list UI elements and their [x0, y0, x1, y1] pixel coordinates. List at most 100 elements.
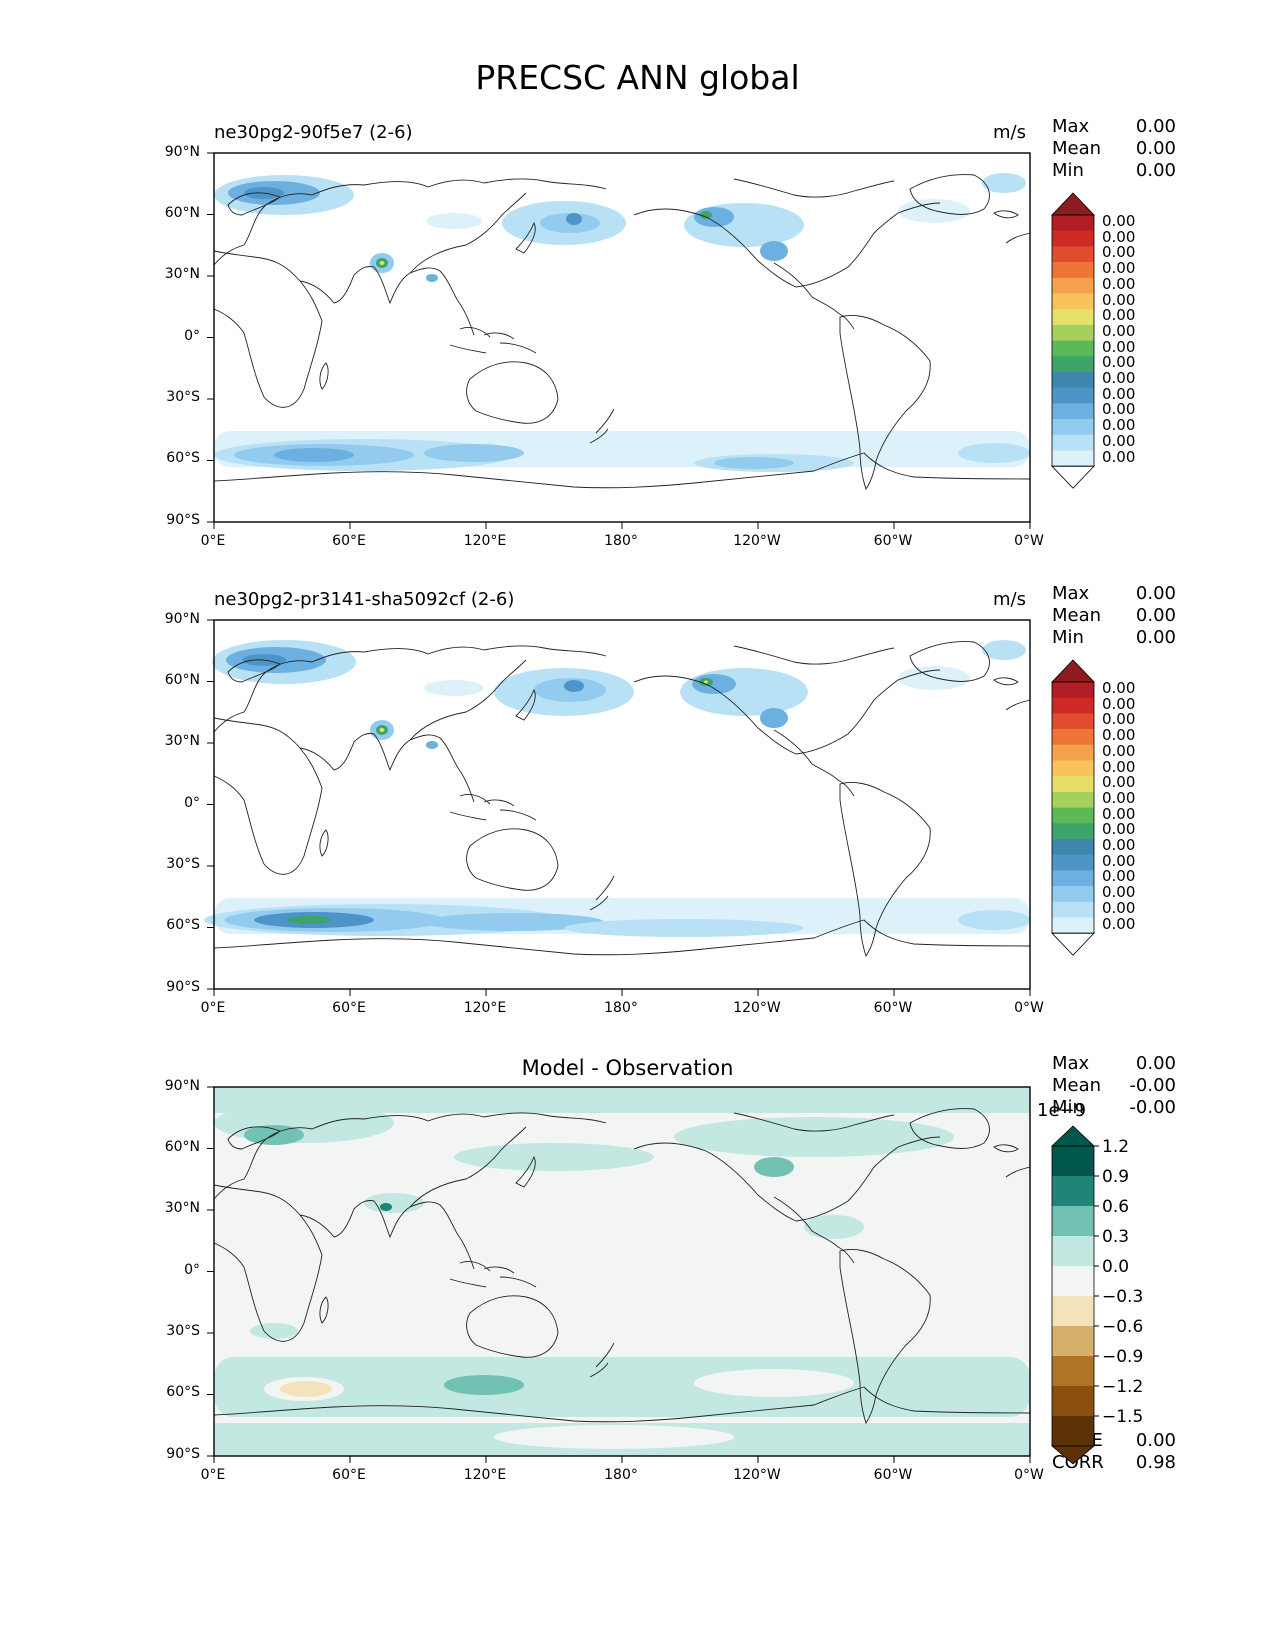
panel-3-lon-tick: 120°E	[463, 1467, 507, 1483]
colorbar-bin	[1052, 1146, 1094, 1177]
colorbar-frame	[1051, 681, 1095, 934]
panel-3-min-label: Min	[1052, 1097, 1084, 1118]
panel-2-lat-tick: 0°	[184, 795, 200, 811]
panel-2-title: ne30pg2-pr3141-sha5092cf (2-6)	[214, 589, 515, 610]
colorbar-extend-min	[1051, 932, 1095, 956]
panel-3-lat-tick: 60°S	[166, 1384, 200, 1400]
colorbar-bin	[1052, 682, 1094, 698]
panel-2-lat-tick: 30°N	[164, 733, 200, 749]
colorbar-bin	[1052, 1356, 1094, 1387]
colorbar-bin	[1052, 309, 1094, 326]
colorbar-extend-max	[1051, 659, 1095, 683]
panel-1-lon-tick: 0°E	[200, 533, 226, 549]
panel-1-lat-tick: 90°N	[164, 144, 200, 160]
panel-3-lon-tick: 0°E	[200, 1467, 226, 1483]
colorbar-bin	[1052, 450, 1094, 467]
panel-2-max-value: 0.00	[1135, 583, 1176, 604]
panel-1-lat-tick: 60°N	[164, 205, 200, 221]
panel-3-lat-tick: 90°N	[164, 1078, 200, 1094]
colorbar-bin	[1052, 697, 1094, 714]
colorbar-extend-max	[1051, 1125, 1095, 1147]
panel-2-min-value: 0.00	[1135, 627, 1176, 648]
colorbar-bin	[1052, 246, 1094, 263]
panel-1-min-value: 0.00	[1135, 160, 1176, 181]
colorbar-bin	[1052, 1386, 1094, 1417]
panel-3-colorbar-tick: −1.2	[1102, 1377, 1144, 1397]
panel-2-lon-tick: 60°E	[332, 1000, 366, 1016]
panel-2-lat-tick: 90°N	[164, 611, 200, 627]
colorbar-bin	[1052, 713, 1094, 730]
panel-3-colorbar-tick: 0.9	[1102, 1167, 1130, 1187]
panel-1-lat-tick: 0°	[184, 328, 200, 344]
panel-1-lon-tick: 120°W	[733, 533, 781, 549]
panel-2-lon-tick: 60°W	[873, 1000, 913, 1016]
panel-1-min-label: Min	[1052, 160, 1084, 181]
panel-3-lon-tick: 60°W	[873, 1467, 913, 1483]
colorbar-bin	[1052, 403, 1094, 420]
panel-2-lon-tick: 0°W	[1014, 1000, 1044, 1016]
colorbar-bin	[1052, 230, 1094, 247]
figure-title: PRECSC ANN global	[475, 58, 800, 97]
panel-2-lat-tick: 90°S	[166, 979, 200, 995]
panel-1-lon-tick: 120°E	[463, 533, 507, 549]
colorbar-bin	[1052, 729, 1094, 746]
panel-3-colorbar-tick: 0.3	[1102, 1227, 1130, 1247]
colorbar-bin	[1052, 744, 1094, 761]
panel-2-lon-tick: 120°E	[463, 1000, 507, 1016]
panel-3-colorbar	[1050, 1125, 1099, 1465]
panel-3-min-value: -0.00	[1129, 1097, 1176, 1118]
panel-3-lat-tick: 60°N	[164, 1139, 200, 1155]
panel-1-map	[213, 152, 1031, 523]
colorbar-bin	[1052, 791, 1094, 808]
panel-1-lon-tick: 60°E	[332, 533, 366, 549]
panel-3-contours	[214, 1087, 1030, 1456]
colorbar-bin	[1052, 1266, 1094, 1297]
panel-2-lat-tick: 60°N	[164, 672, 200, 688]
colorbar-bin	[1052, 356, 1094, 373]
panel-3-mean-label: Mean	[1052, 1075, 1102, 1096]
panel-1-lat-tick: 90°S	[166, 512, 200, 528]
panel-3-colorbar-tick: 0.0	[1102, 1257, 1130, 1277]
colorbar-bin	[1052, 1176, 1094, 1207]
colorbar-frame	[1051, 214, 1095, 467]
panel-2-lon-tick: 180°	[604, 1000, 638, 1016]
panel-1-max-label: Max	[1052, 116, 1090, 137]
panel-3-map	[213, 1086, 1031, 1457]
panel-3-colorbar-tick: −0.9	[1102, 1347, 1144, 1367]
colorbar-bin	[1052, 886, 1094, 903]
panel-2-lat-tick: 30°S	[166, 856, 200, 872]
colorbar-extend-min	[1050, 1445, 1096, 1465]
panel-1-lon-tick: 60°W	[873, 533, 913, 549]
panel-2-map	[204, 619, 1031, 990]
panel-3-lon-tick: 60°E	[332, 1467, 366, 1483]
colorbar-bin	[1052, 1206, 1094, 1237]
colorbar-bin	[1052, 419, 1094, 436]
colorbar-extend-min	[1051, 465, 1095, 489]
colorbar-bin	[1052, 1416, 1094, 1447]
panel-1-colorbar-ticks: 0.00 0.00 0.00 0.00 0.00 0.00 0.00 0.00 0.00…	[1102, 212, 1136, 466]
colorbar-bin	[1052, 324, 1094, 341]
panel-3-max-label: Max	[1052, 1053, 1090, 1074]
panel-2-min-label: Min	[1052, 627, 1084, 648]
colorbar-bin	[1052, 776, 1094, 793]
panel-2-colorbar	[1051, 659, 1095, 956]
panel-3-title: Model - Observation	[521, 1056, 734, 1080]
colorbar-bin	[1052, 1236, 1094, 1267]
panel-3-lon-tick: 120°W	[733, 1467, 781, 1483]
panel-3-colorbar-tick: −0.3	[1102, 1287, 1144, 1307]
colorbar-bin	[1052, 215, 1094, 231]
corr-value: 0.98	[1135, 1452, 1176, 1473]
panel-3-mean-value: -0.00	[1129, 1075, 1176, 1096]
rmse-value: 0.00	[1135, 1430, 1176, 1451]
panel-2-lon-tick: 0°E	[200, 1000, 226, 1016]
panel-3-lat-tick: 30°S	[166, 1323, 200, 1339]
colorbar-bin	[1052, 434, 1094, 451]
panel-3-max-value: 0.00	[1135, 1053, 1176, 1074]
panel-1-max-value: 0.00	[1135, 116, 1176, 137]
colorbar-bin	[1052, 901, 1094, 918]
panel-3-colorbar-scale: 1e−9	[1037, 1100, 1087, 1121]
panel-1-mean-value: 0.00	[1135, 138, 1176, 159]
colorbar-bin	[1052, 870, 1094, 887]
colorbar-bin	[1052, 760, 1094, 777]
panel-3-lat-tick: 90°S	[166, 1446, 200, 1462]
